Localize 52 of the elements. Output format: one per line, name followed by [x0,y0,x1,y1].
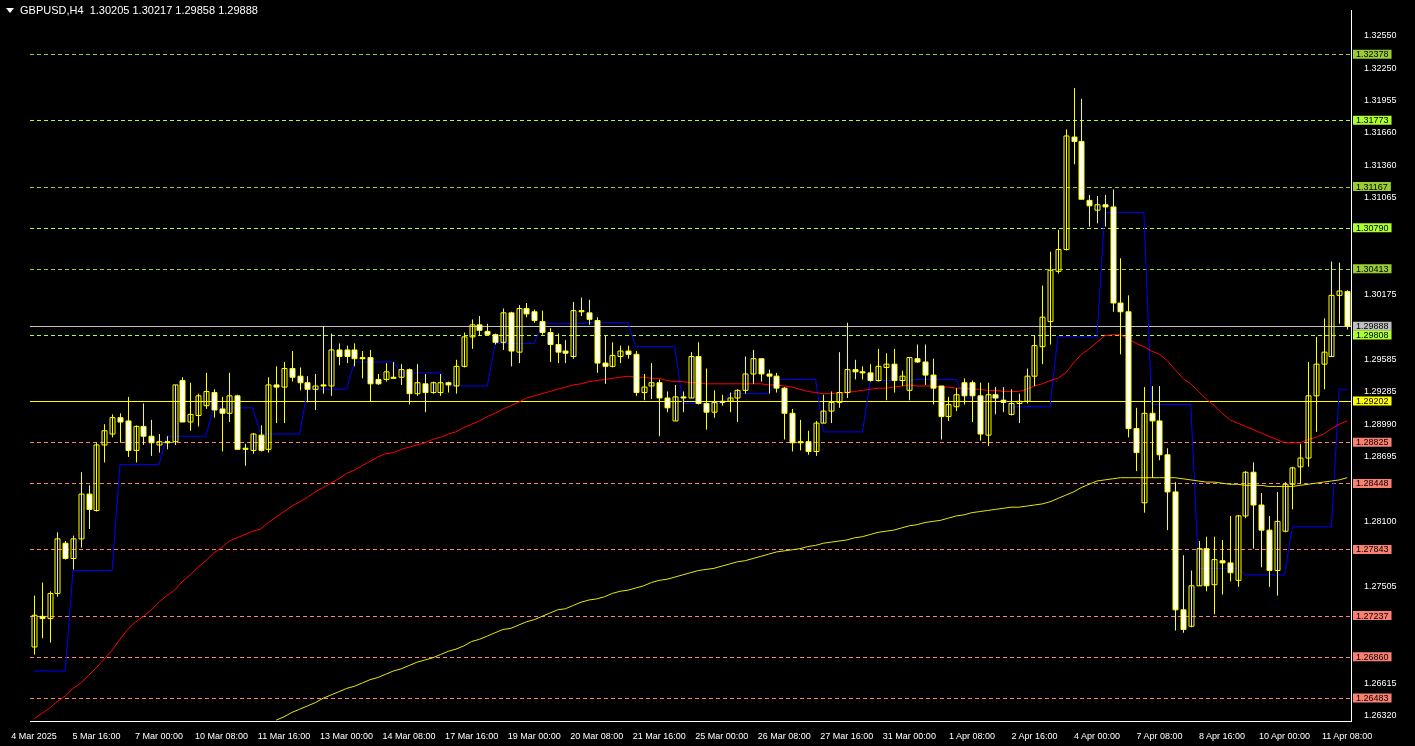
x-tick-label: 31 Mar 00:00 [882,731,936,742]
x-tick-label: 7 Apr 08:00 [1136,731,1183,742]
y-tick-label: 1.26320 [1364,710,1397,721]
y-tick-label: 1.28100 [1364,515,1397,526]
x-tick-label: 10 Mar 08:00 [194,731,249,742]
ref-line-label: 1.27843 [1356,544,1389,555]
x-tick-label: 25 Mar 00:00 [695,731,749,742]
y-tick-label: 1.30175 [1364,289,1397,300]
x-tick-label: 27 Mar 16:00 [820,731,874,742]
x-tick-label: 2 Apr 16:00 [1011,731,1058,742]
x-tick-label: 7 Mar 00:00 [134,731,183,742]
ref-line-label: 1.30413 [1356,263,1389,274]
ref-line-label: 1.29888 [1356,321,1389,332]
y-tick-label: 1.31065 [1364,192,1397,203]
x-tick-label: 4 Apr 00:00 [1073,731,1120,742]
ref-line-label: 1.27237 [1356,610,1389,621]
y-tick-label: 1.28695 [1364,450,1397,461]
ref-line-label: 1.32378 [1356,49,1389,60]
x-tick-label: 14 Mar 08:00 [382,731,436,742]
chart-title: GBPUSD,H4 1.30205 1.30217 1.29858 1.29888 [20,4,258,16]
x-tick-label: 5 Mar 16:00 [72,731,121,742]
x-tick-label: 1 Apr 08:00 [948,731,995,742]
x-tick-label: 4 Mar 2025 [11,731,57,742]
ref-line-label: 1.30790 [1356,222,1389,233]
y-tick-label: 1.29285 [1364,386,1397,397]
x-tick-label: 11 Apr 08:00 [1321,731,1373,742]
ref-line-label: 1.28448 [1356,478,1389,489]
x-tick-label: 17 Mar 16:00 [445,731,499,742]
ref-line-label: 1.31773 [1356,115,1389,126]
ref-line-label: 1.28825 [1356,437,1389,448]
y-tick-label: 1.29585 [1364,353,1397,364]
ref-line-label: 1.26860 [1356,651,1389,662]
x-tick-label: 8 Apr 16:00 [1199,731,1246,742]
y-tick-label: 1.31660 [1364,127,1397,138]
x-tick-label: 21 Mar 16:00 [632,731,686,742]
x-tick-label: 10 Apr 00:00 [1259,731,1311,742]
y-tick-label: 1.26615 [1364,678,1397,689]
y-tick-label: 1.32250 [1364,62,1397,73]
y-tick-label: 1.32550 [1364,30,1397,40]
x-tick-label: 20 Mar 08:00 [570,731,624,742]
y-tick-label: 1.31955 [1364,94,1397,105]
ref-line-label: 1.29808 [1356,329,1389,340]
ref-line-label: 1.31167 [1356,181,1388,192]
ref-line-label: 1.29202 [1356,396,1389,407]
y-tick-label: 1.28990 [1364,418,1397,429]
y-tick-label: 1.27505 [1364,580,1397,591]
x-tick-label: 19 Mar 00:00 [507,731,561,742]
x-tick-label: 11 Mar 16:00 [257,731,311,742]
x-tick-label: 26 Mar 08:00 [757,731,811,742]
x-tick-label: 13 Mar 00:00 [320,731,374,742]
ref-line-label: 1.26483 [1356,692,1389,703]
y-tick-label: 1.31360 [1364,159,1397,170]
